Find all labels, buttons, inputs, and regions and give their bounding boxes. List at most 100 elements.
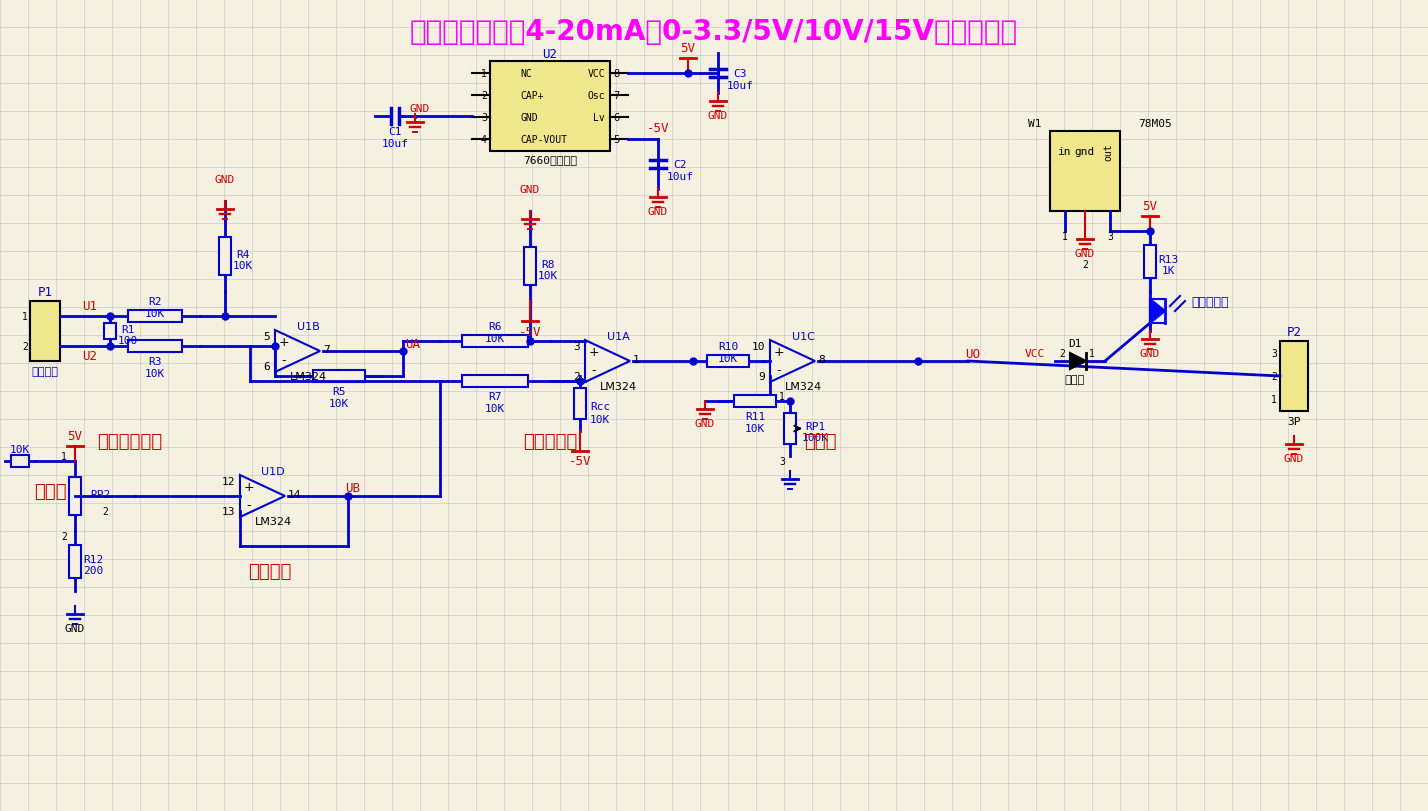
Text: 8: 8 <box>818 354 825 365</box>
Text: 7: 7 <box>323 345 330 354</box>
Text: R7: R7 <box>488 392 501 401</box>
Bar <box>1279 341 1308 411</box>
Text: -: - <box>281 354 286 367</box>
Bar <box>490 62 610 152</box>
Text: 电流输入: 电流输入 <box>31 367 59 376</box>
Text: C2: C2 <box>673 160 687 169</box>
Bar <box>1144 245 1157 278</box>
Text: R4: R4 <box>236 250 250 260</box>
Polygon shape <box>585 341 630 383</box>
Text: -: - <box>591 364 597 377</box>
Text: GND: GND <box>1140 349 1160 358</box>
Text: CAP-VOUT: CAP-VOUT <box>520 135 567 145</box>
Text: -5V: -5V <box>568 455 591 468</box>
Text: 7660负压产生: 7660负压产生 <box>523 155 577 165</box>
Text: R11: R11 <box>745 411 765 422</box>
Text: +: + <box>774 346 784 359</box>
Text: 78M05: 78M05 <box>1138 119 1172 129</box>
Text: 100K: 100K <box>801 433 828 443</box>
Text: U1A: U1A <box>607 332 630 341</box>
Polygon shape <box>770 341 815 383</box>
Text: GND: GND <box>708 111 728 121</box>
Text: GND: GND <box>520 185 540 195</box>
Text: 5V: 5V <box>681 42 695 55</box>
Text: R1: R1 <box>121 324 134 335</box>
Text: -5V: -5V <box>518 325 541 338</box>
Text: GND: GND <box>1075 249 1095 259</box>
Polygon shape <box>240 475 286 517</box>
Text: Lv: Lv <box>593 113 605 122</box>
Text: 1: 1 <box>780 392 785 401</box>
Text: R3: R3 <box>149 357 161 367</box>
Text: GND: GND <box>214 175 236 185</box>
Text: VCC: VCC <box>587 69 605 79</box>
Text: U1C: U1C <box>791 332 814 341</box>
Text: -: - <box>247 499 251 512</box>
Text: 10K: 10K <box>144 368 166 379</box>
Text: 7: 7 <box>613 91 620 101</box>
Text: 电流检测放大: 电流检测放大 <box>97 432 163 450</box>
Text: U2: U2 <box>83 350 97 363</box>
Text: C3: C3 <box>733 69 747 79</box>
Text: W1: W1 <box>1028 119 1042 129</box>
Text: R5: R5 <box>333 387 346 397</box>
Text: -: - <box>777 364 781 377</box>
Text: GND: GND <box>695 418 715 428</box>
Text: 发光二级管: 发光二级管 <box>1191 295 1228 308</box>
Text: 2: 2 <box>1082 260 1088 270</box>
Text: 10K: 10K <box>10 444 30 454</box>
Text: P1: P1 <box>37 285 53 298</box>
Text: RP2: RP2 <box>90 489 110 500</box>
Bar <box>524 247 536 286</box>
Bar <box>69 545 81 577</box>
Text: 1: 1 <box>633 354 640 365</box>
Text: 1: 1 <box>1090 349 1095 358</box>
Text: 5V: 5V <box>67 430 83 443</box>
Text: Rcc: Rcc <box>590 401 610 411</box>
Text: 2: 2 <box>101 506 109 517</box>
Text: 1K: 1K <box>1161 266 1175 276</box>
Text: 10K: 10K <box>718 354 738 363</box>
Text: in: in <box>1058 147 1072 157</box>
Text: +: + <box>244 481 254 494</box>
Bar <box>707 355 750 367</box>
Text: 1: 1 <box>481 69 487 79</box>
Text: CAP+: CAP+ <box>520 91 544 101</box>
Text: D1: D1 <box>1068 338 1082 349</box>
Text: R8: R8 <box>541 260 554 270</box>
Text: 1: 1 <box>61 452 67 461</box>
Bar <box>313 371 366 383</box>
Text: 电压跟随: 电压跟随 <box>248 562 291 581</box>
Text: 8: 8 <box>613 69 620 79</box>
Text: C1: C1 <box>388 127 401 137</box>
Text: U2: U2 <box>543 47 557 61</box>
Text: 2: 2 <box>1271 371 1277 381</box>
Text: 200: 200 <box>83 565 103 575</box>
Text: GND: GND <box>1284 453 1304 463</box>
Text: R6: R6 <box>488 322 501 332</box>
Text: UO: UO <box>965 347 981 360</box>
Text: Osc: Osc <box>587 91 605 101</box>
Text: 12: 12 <box>221 476 236 487</box>
Text: R13: R13 <box>1158 255 1178 264</box>
Text: 二极管: 二极管 <box>1065 375 1085 384</box>
Text: 13: 13 <box>221 506 236 517</box>
Text: 2: 2 <box>481 91 487 101</box>
Text: R10: R10 <box>718 341 738 351</box>
Bar <box>104 324 116 340</box>
Text: 10K: 10K <box>538 271 558 281</box>
Text: 10K: 10K <box>144 309 166 319</box>
Polygon shape <box>276 331 320 372</box>
Text: 3: 3 <box>1107 232 1112 242</box>
Text: gnd: gnd <box>1075 147 1095 157</box>
Text: 10K: 10K <box>233 260 253 271</box>
Text: UA: UA <box>406 337 420 350</box>
Text: 差分放大器: 差分放大器 <box>523 432 577 450</box>
Text: 3P: 3P <box>1287 417 1301 427</box>
Text: 1: 1 <box>21 311 29 322</box>
Bar <box>129 311 181 323</box>
Text: 10K: 10K <box>745 423 765 433</box>
Text: 9: 9 <box>758 371 765 381</box>
Text: NC: NC <box>520 69 531 79</box>
Bar <box>734 396 775 407</box>
